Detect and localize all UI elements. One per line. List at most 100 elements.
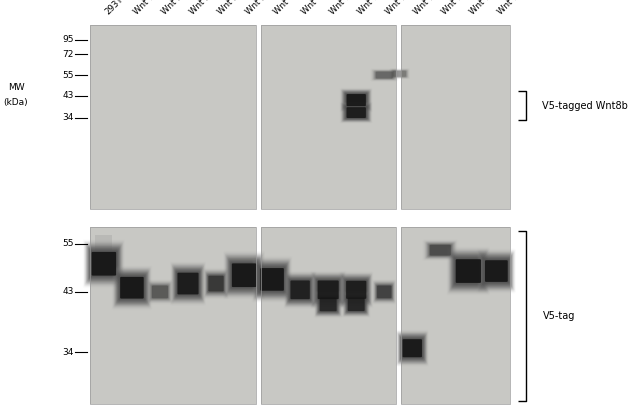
FancyBboxPatch shape — [340, 103, 372, 123]
FancyBboxPatch shape — [394, 71, 406, 77]
FancyBboxPatch shape — [150, 283, 170, 301]
Bar — [90, 227, 256, 404]
FancyBboxPatch shape — [449, 249, 488, 293]
FancyBboxPatch shape — [397, 331, 428, 365]
FancyBboxPatch shape — [343, 292, 369, 317]
FancyBboxPatch shape — [346, 94, 367, 107]
FancyBboxPatch shape — [224, 253, 264, 298]
FancyBboxPatch shape — [484, 259, 509, 283]
FancyBboxPatch shape — [426, 242, 455, 259]
FancyBboxPatch shape — [254, 259, 291, 300]
FancyBboxPatch shape — [374, 70, 395, 80]
FancyBboxPatch shape — [313, 274, 343, 305]
FancyBboxPatch shape — [374, 282, 394, 302]
FancyBboxPatch shape — [206, 272, 226, 295]
FancyBboxPatch shape — [89, 248, 119, 280]
FancyBboxPatch shape — [317, 295, 339, 314]
FancyBboxPatch shape — [286, 274, 315, 305]
FancyBboxPatch shape — [374, 282, 394, 301]
FancyBboxPatch shape — [343, 105, 369, 121]
FancyBboxPatch shape — [402, 339, 422, 358]
FancyBboxPatch shape — [87, 246, 121, 281]
FancyBboxPatch shape — [174, 268, 202, 299]
FancyBboxPatch shape — [317, 294, 339, 314]
FancyBboxPatch shape — [312, 273, 345, 307]
FancyBboxPatch shape — [401, 337, 424, 360]
FancyBboxPatch shape — [227, 256, 261, 294]
FancyBboxPatch shape — [399, 335, 425, 361]
FancyBboxPatch shape — [286, 275, 314, 305]
FancyBboxPatch shape — [260, 268, 284, 291]
FancyBboxPatch shape — [346, 296, 367, 313]
FancyBboxPatch shape — [481, 255, 512, 287]
Bar — [261, 227, 395, 404]
FancyBboxPatch shape — [205, 270, 227, 297]
FancyBboxPatch shape — [227, 257, 261, 293]
FancyBboxPatch shape — [478, 250, 515, 292]
FancyBboxPatch shape — [401, 338, 423, 358]
FancyBboxPatch shape — [148, 282, 171, 302]
FancyBboxPatch shape — [311, 272, 345, 308]
FancyBboxPatch shape — [231, 263, 257, 287]
FancyBboxPatch shape — [115, 270, 149, 306]
FancyBboxPatch shape — [401, 337, 424, 359]
FancyBboxPatch shape — [254, 259, 290, 299]
FancyBboxPatch shape — [428, 243, 453, 257]
FancyBboxPatch shape — [171, 264, 204, 304]
FancyBboxPatch shape — [253, 258, 291, 301]
FancyBboxPatch shape — [429, 244, 452, 256]
FancyBboxPatch shape — [342, 103, 370, 122]
FancyBboxPatch shape — [343, 292, 370, 317]
FancyBboxPatch shape — [175, 269, 202, 298]
FancyBboxPatch shape — [346, 281, 367, 299]
FancyBboxPatch shape — [207, 275, 225, 292]
Text: Wnt 1: Wnt 1 — [132, 0, 157, 17]
FancyBboxPatch shape — [342, 276, 370, 304]
FancyBboxPatch shape — [88, 247, 120, 281]
FancyBboxPatch shape — [317, 294, 340, 315]
FancyBboxPatch shape — [485, 260, 508, 282]
Text: 55: 55 — [62, 70, 74, 80]
Text: 55: 55 — [62, 239, 74, 249]
FancyBboxPatch shape — [345, 106, 367, 119]
FancyBboxPatch shape — [342, 276, 370, 304]
FancyBboxPatch shape — [258, 265, 286, 294]
FancyBboxPatch shape — [225, 254, 263, 297]
FancyBboxPatch shape — [318, 296, 338, 312]
FancyBboxPatch shape — [427, 243, 454, 258]
FancyBboxPatch shape — [344, 92, 369, 108]
FancyBboxPatch shape — [255, 261, 290, 298]
FancyBboxPatch shape — [205, 272, 227, 295]
FancyBboxPatch shape — [392, 70, 407, 78]
FancyBboxPatch shape — [343, 91, 369, 109]
FancyBboxPatch shape — [450, 251, 487, 291]
FancyBboxPatch shape — [317, 279, 340, 300]
FancyBboxPatch shape — [448, 249, 489, 294]
FancyBboxPatch shape — [284, 272, 316, 308]
FancyBboxPatch shape — [374, 281, 395, 303]
Bar — [90, 25, 256, 208]
FancyBboxPatch shape — [117, 274, 146, 301]
FancyBboxPatch shape — [259, 268, 284, 291]
FancyBboxPatch shape — [343, 293, 369, 316]
FancyBboxPatch shape — [399, 334, 426, 362]
FancyBboxPatch shape — [429, 245, 451, 256]
Text: (kDa): (kDa) — [4, 98, 28, 107]
Bar — [261, 25, 395, 208]
FancyBboxPatch shape — [288, 277, 313, 302]
FancyBboxPatch shape — [152, 285, 169, 299]
FancyBboxPatch shape — [205, 271, 227, 296]
FancyBboxPatch shape — [312, 274, 344, 306]
Text: Wnt 5a: Wnt 5a — [244, 0, 272, 17]
Text: MW: MW — [8, 83, 24, 92]
FancyBboxPatch shape — [204, 269, 228, 298]
FancyBboxPatch shape — [453, 255, 484, 287]
FancyBboxPatch shape — [91, 251, 117, 276]
FancyBboxPatch shape — [257, 264, 287, 295]
FancyBboxPatch shape — [376, 284, 393, 300]
FancyBboxPatch shape — [172, 264, 204, 303]
FancyBboxPatch shape — [455, 259, 482, 283]
FancyBboxPatch shape — [426, 242, 455, 258]
Text: 43: 43 — [62, 287, 74, 296]
FancyBboxPatch shape — [230, 261, 258, 289]
